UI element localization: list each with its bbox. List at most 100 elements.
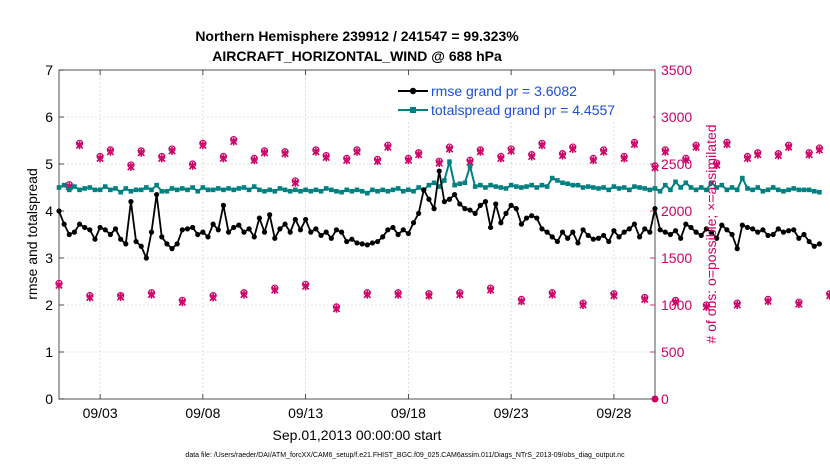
rmse-point [760, 227, 766, 233]
rmse-point [606, 238, 612, 245]
totalspread-point [426, 182, 432, 188]
rmse-point [195, 231, 201, 238]
obs-assimilated-point [384, 143, 392, 152]
totalspread-point [539, 182, 545, 188]
totalspread-point [267, 187, 272, 193]
totalspread-point [205, 187, 211, 193]
y-tick-label-right: 500 [661, 344, 685, 360]
rmse-point [123, 241, 129, 247]
totalspread-point [318, 188, 324, 194]
rmse-point [282, 221, 288, 227]
obs-assimilated-point [322, 153, 330, 162]
obs-assimilated-point [219, 154, 228, 163]
rmse-point [421, 187, 427, 193]
rmse-point [816, 241, 823, 247]
obs-assimilated-point [630, 140, 639, 149]
totalspread-point [293, 187, 298, 193]
rmse-point [210, 221, 216, 227]
rmse-point [575, 240, 581, 246]
totalspread-point [704, 187, 709, 193]
rmse-point [374, 238, 381, 245]
rmse-point [380, 234, 386, 240]
totalspread-point [719, 182, 725, 188]
obs-assimilated-point [723, 140, 731, 149]
totalspread-point [683, 180, 689, 186]
rmse-point [570, 229, 576, 235]
totalspread-point [709, 180, 714, 186]
totalspread-point [144, 185, 149, 190]
rmse-point [97, 224, 103, 231]
totalspread-point [642, 186, 648, 191]
rmse-point [87, 227, 93, 233]
rmse-point [626, 226, 632, 232]
totalspread-point [169, 186, 175, 191]
totalspread-point [87, 185, 93, 190]
rmse-point [652, 206, 658, 212]
rmse-point [621, 229, 627, 235]
rmse-point [590, 236, 596, 242]
obs-assimilated-point [363, 290, 372, 299]
rmse-point [261, 229, 268, 235]
totalspread-point [478, 182, 483, 188]
totalspread-point [370, 187, 375, 193]
rmse-point [82, 224, 88, 231]
totalspread-point [806, 187, 812, 193]
rmse-point [636, 234, 643, 240]
totalspread-point [776, 187, 781, 193]
totalspread-point [82, 186, 87, 191]
obs-assimilated-point [743, 154, 752, 163]
rmse-point [791, 227, 797, 233]
obs-assimilated-point [579, 301, 587, 309]
rmse-point [724, 227, 730, 233]
obs-assimilated-point [312, 147, 320, 156]
obs-assimilated-point [116, 293, 125, 302]
rmse-point [251, 234, 257, 240]
totalspread-point [524, 184, 529, 189]
obs-assimilated-point [548, 290, 557, 299]
totalspread-point [765, 187, 771, 193]
rmse-point [739, 222, 745, 228]
totalspread-point [632, 184, 637, 189]
rmse-point [472, 210, 478, 216]
totalspread-point [272, 188, 278, 194]
obs-assimilated-point [281, 149, 289, 158]
obs-assimilated-point [538, 141, 546, 150]
obs-assimilated-point [106, 147, 115, 156]
totalspread-point [246, 187, 252, 193]
obs-assimilated-point [640, 295, 649, 304]
totalspread-point [513, 184, 519, 189]
rmse-point [431, 206, 437, 212]
rmse-point [287, 229, 293, 235]
totalspread-point [277, 186, 283, 191]
y-tick-label-right: 3000 [661, 109, 692, 125]
totalspread-point [585, 184, 591, 189]
totalspread-point [128, 188, 134, 194]
rmse-point [446, 196, 453, 202]
totalspread-point [734, 187, 740, 193]
rmse-point [61, 221, 67, 227]
totalspread-point [313, 187, 319, 193]
obs-assimilated-point [712, 160, 721, 169]
obs-assimilated-point [373, 157, 382, 166]
legend-box [392, 78, 653, 120]
obs-assimilated-point [610, 291, 618, 300]
totalspread-point [364, 190, 370, 196]
totalspread-point [195, 188, 201, 194]
rmse-point [611, 228, 617, 234]
rmse-point [236, 222, 242, 228]
obs-assimilated-point [497, 154, 505, 163]
obs-assimilated-point [455, 290, 464, 299]
rmse-point [780, 229, 787, 235]
y-tick-label-right: 2000 [661, 203, 692, 219]
axis-ticks: 09/03 09/08 09/13 09/18 09/23 09/28 0 1 2 3 4 5 6 7 0 5… [45, 62, 692, 421]
totalspread-point [385, 188, 391, 194]
obs-assimilated-point [271, 285, 279, 294]
rmse-point [452, 191, 458, 198]
rmse-point [369, 240, 376, 246]
totalspread-point [390, 187, 396, 193]
obs-assimilated-point [86, 293, 94, 302]
rmse-point [138, 243, 144, 249]
totalspread-point [698, 185, 704, 190]
obs-assimilated-point [651, 163, 659, 172]
y-tick-label-left: 6 [45, 109, 53, 125]
